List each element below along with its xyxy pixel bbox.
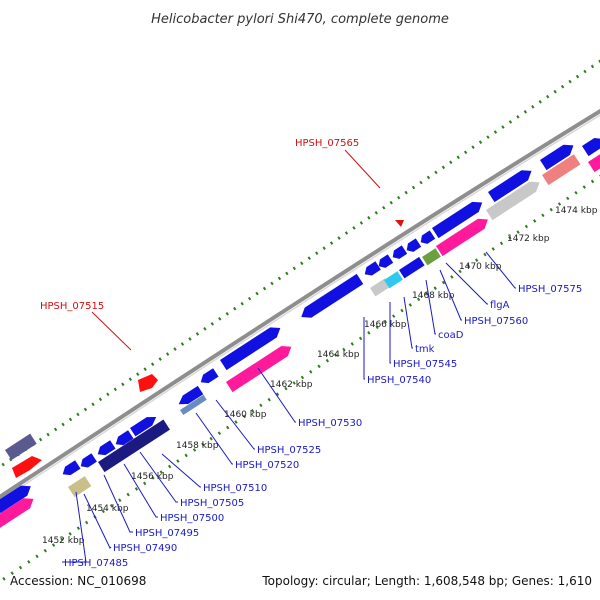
feature-block [436,218,488,257]
feature-block [5,433,37,461]
tick-label: 1454 kbp [86,504,129,514]
red-label-hpsh-07515: HPSH_07515 [40,301,104,312]
feature-block [370,278,391,297]
feature-block [62,460,81,476]
label-leader-line [139,451,178,503]
gene-label: HPSH_07575 [518,284,582,295]
tick-label: 1472 kbp [507,234,550,244]
label-leader-line [195,412,233,465]
tick-label: 1460 kbp [224,410,267,420]
feature-block [432,201,483,239]
label-leader-line [103,474,133,533]
feature-block [486,181,540,221]
gc-outer-track [0,59,600,469]
label-leader-line [123,463,158,518]
tick-label: 1456 kbp [131,472,174,482]
feature-block [392,245,408,259]
tick-label: 1462 kbp [270,380,313,390]
tick-label: 1466 kbp [364,320,407,330]
gene-label: HPSH_07525 [257,445,321,456]
feature-block [364,261,381,276]
label-leader-line [161,453,201,488]
backbone-inner [0,114,600,502]
feature-block [200,368,219,384]
tick-label: 1474 kbp [555,206,598,216]
label-leader-line [257,367,296,423]
backbone-outer [0,108,600,500]
gene-label: HPSH_07545 [393,359,457,370]
gene-label: HPSH_07500 [160,513,224,524]
gene-label: HPSH_07495 [135,528,199,539]
feature-block [115,430,134,446]
label-leader-line [363,317,365,380]
gene-label: HPSH_07540 [367,375,431,386]
label-leader-line [403,296,413,349]
feature-block [301,273,364,318]
feature-block [180,394,207,416]
tick-label: 1468 kbp [412,291,455,301]
label-leader-line [425,279,436,335]
feature-block [420,230,436,244]
gene-label: HPSH_07490 [113,543,177,554]
tick-labels: 1452 kbp 1454 kbp 1456 kbp 1458 kbp 1460 kbp… [42,206,598,546]
red-small-feature-1 [138,374,158,392]
accession-text: Accession: NC_010698 [10,574,146,588]
feature-block [384,271,403,289]
feature-block [378,254,394,268]
gene-label: HPSH_07530 [298,418,362,429]
feature-block [68,476,92,498]
feature-block [399,256,425,279]
tick-label: 1464 kbp [317,350,360,360]
red-small-feature-2 [12,456,42,478]
feature-block [540,144,574,171]
gene-label: HPSH_07520 [235,460,299,471]
feature-block [422,248,441,266]
red-label-hpsh-07565: HPSH_07565 [295,138,359,149]
red-feature-markers: HPSH_07515 HPSH_07565 [12,138,404,478]
gene-label: flgA [490,300,510,311]
label-leader-line [485,251,516,289]
feature-block [97,440,116,456]
gene-labels: HPSH_07485 HPSH_07490 HPSH_07495 HPSH_07500… [62,251,582,569]
tick-label: 1458 kbp [176,441,219,451]
feature-block [178,385,204,405]
gene-label: tmk [415,344,435,355]
feature-block [0,498,34,531]
feature-block [582,138,600,157]
feature-block [588,153,600,173]
tick-label: 1470 kbp [459,262,502,272]
feature-block [542,154,581,186]
red-triangle-marker [395,220,404,227]
feature-block [0,485,31,514]
gene-label: HPSH_07510 [203,483,267,494]
label-leader-line [445,262,488,305]
gene-label: HPSH_07505 [180,498,244,509]
label-leader-line [215,399,255,450]
gene-label: coaD [438,330,464,341]
tick-label: 1452 kbp [42,536,85,546]
gene-label: HPSH_07485 [64,558,128,569]
feature-block [98,419,170,473]
map-title: Helicobacter pylori Shi470, complete gen… [151,12,449,27]
label-leader-line [439,269,462,321]
feature-block [130,416,157,437]
feature-track [0,138,600,531]
gene-label: HPSH_07560 [464,316,528,327]
feature-block [80,453,97,468]
label-leader-line [83,493,112,549]
feature-block [220,327,281,371]
feature-block [406,238,422,252]
genome-summary-text: Topology: circular; Length: 1,608,548 bp… [261,574,592,588]
feature-block [488,170,532,203]
label-leader-line [389,302,391,364]
label-leader-line [62,491,87,563]
